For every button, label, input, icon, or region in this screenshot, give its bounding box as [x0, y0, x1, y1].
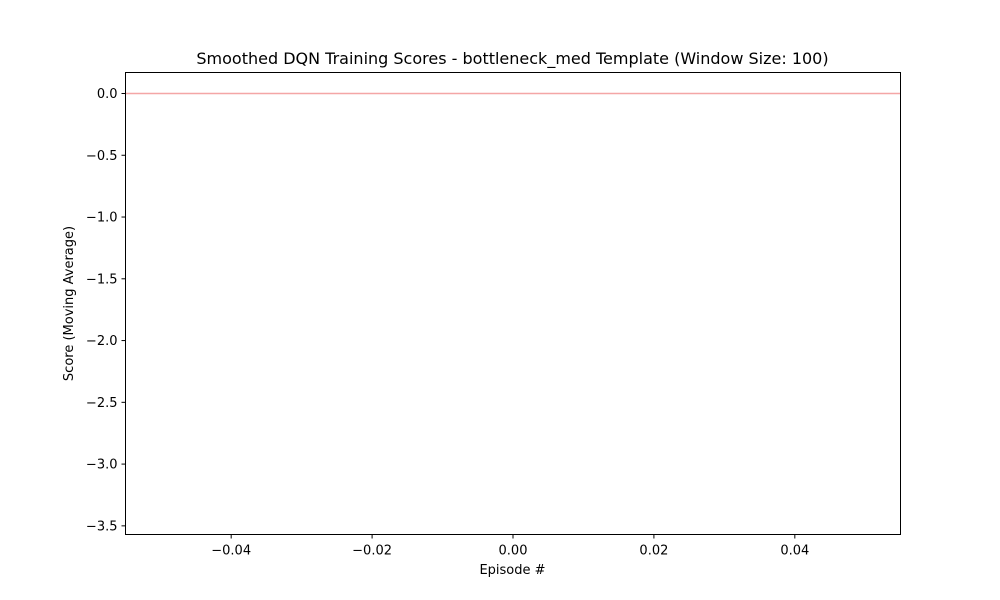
y-tick-label: −2.5 — [86, 396, 118, 411]
x-axis: −0.04 −0.02 0.00 0.02 0.04 — [211, 534, 809, 559]
chart-title: Smoothed DQN Training Scores - bottlenec… — [196, 49, 828, 69]
y-axis: 0.0 −0.5 −1.0 −1.5 −2.0 −2.5 −3.0 −3.5 — [86, 87, 126, 534]
x-axis-label: Episode # — [479, 563, 545, 578]
y-axis-label: Score (Moving Average) — [62, 226, 77, 381]
y-tick-label: −2.0 — [86, 334, 118, 349]
x-tick-label: −0.04 — [211, 544, 251, 559]
y-tick-label: −0.5 — [86, 149, 118, 164]
y-tick-label: −3.0 — [86, 458, 118, 473]
x-tick-label: −0.02 — [352, 544, 392, 559]
plot-area — [125, 72, 901, 535]
x-tick-label: 0.00 — [499, 544, 528, 559]
y-tick-label: −1.0 — [86, 211, 118, 226]
x-tick-label: 0.02 — [639, 544, 668, 559]
y-tick-label: 0.0 — [97, 87, 118, 102]
x-tick-label: 0.04 — [780, 544, 809, 559]
plot-frame — [125, 72, 901, 535]
y-tick-label: −3.5 — [86, 519, 118, 534]
y-tick-label: −1.5 — [86, 272, 118, 287]
